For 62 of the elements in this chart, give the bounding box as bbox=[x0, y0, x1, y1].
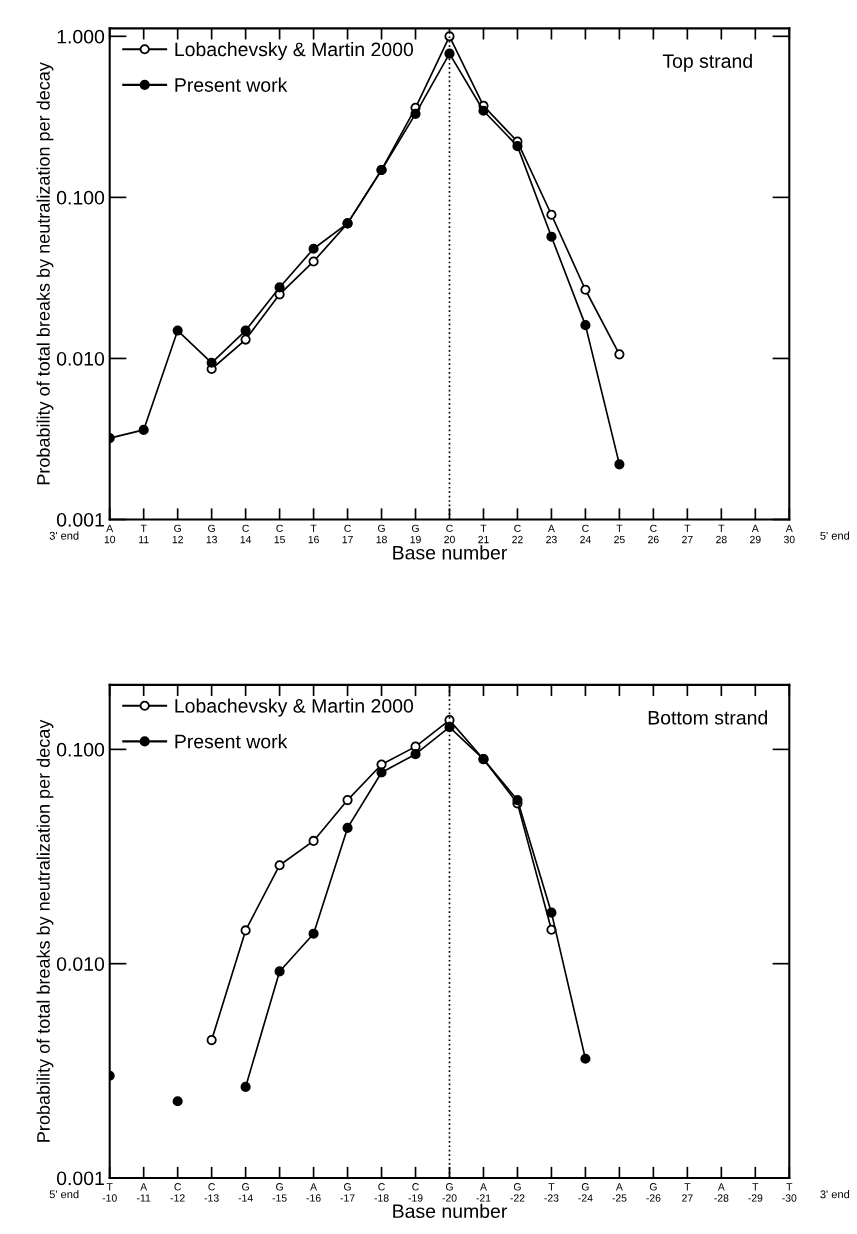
x-tick-label: C 26 bbox=[648, 524, 659, 544]
x-tick-label: G -26 bbox=[646, 1183, 661, 1202]
x-tick-label: A -28 bbox=[714, 1183, 729, 1202]
x-tick-label: A -21 bbox=[476, 1183, 491, 1202]
x-tick-label: C 17 bbox=[342, 524, 353, 544]
x-tick-label: G 19 bbox=[410, 524, 421, 544]
x-tick-label: G -20 bbox=[442, 1183, 457, 1202]
text: 3' end bbox=[49, 531, 79, 540]
x-axis-title: Base number bbox=[393, 1203, 507, 1219]
y-tick-label: 0.100 bbox=[56, 190, 105, 205]
y-tick-label: 0.010 bbox=[56, 351, 105, 366]
x-tick-label: G -24 bbox=[578, 1183, 593, 1202]
y-tick-label: 0.001 bbox=[56, 1171, 104, 1186]
x-tick-label: G -22 bbox=[510, 1183, 525, 1202]
x-tick-label: A -11 bbox=[137, 1183, 151, 1202]
y-tick-label: 0.010 bbox=[56, 957, 105, 971]
x-tick-label: C 15 bbox=[274, 524, 285, 544]
x-tick-label: G 12 bbox=[172, 524, 183, 544]
y-tick-label: 1.000 bbox=[57, 29, 105, 44]
text: 3' end bbox=[820, 1190, 850, 1199]
legend-label: Lobachevsky & Martin 2000 bbox=[175, 698, 414, 717]
x-tick-label: G -17 bbox=[340, 1183, 355, 1202]
x-tick-label: G -14 bbox=[238, 1183, 253, 1202]
x-tick-label: C 22 bbox=[512, 524, 523, 544]
x-tick-label: A 10 bbox=[104, 524, 116, 544]
x-tick-label: A 23 bbox=[546, 524, 557, 544]
x-tick-label: C -13 bbox=[204, 1183, 219, 1202]
legend-label: Present work bbox=[175, 734, 288, 749]
x-tick-label: T 27 bbox=[682, 1183, 693, 1202]
x-tick-label: T -29 bbox=[748, 1183, 763, 1202]
annotation: Top strand bbox=[662, 53, 752, 72]
y-tick-label: 0.001 bbox=[56, 512, 104, 527]
x-tick-label: T -30 bbox=[782, 1183, 797, 1202]
x-tick-label: C 20 bbox=[444, 524, 455, 544]
x-tick-label: G 13 bbox=[206, 524, 217, 544]
x-tick-label: T 11 bbox=[139, 524, 149, 544]
legend-label: Lobachevsky & Martin 2000 bbox=[175, 41, 414, 61]
x-tick-label: T 27 bbox=[682, 524, 693, 544]
x-tick-label: C -12 bbox=[170, 1183, 185, 1202]
y-axis-title: Probability of total breaks by neutralization per decay bbox=[36, 62, 54, 485]
x-tick-label: A 29 bbox=[750, 524, 761, 544]
text: 5' end bbox=[820, 531, 850, 540]
x-tick-label: C -18 bbox=[374, 1183, 389, 1202]
x-tick-label: G -15 bbox=[272, 1183, 287, 1202]
x-tick-label: T 28 bbox=[716, 524, 727, 544]
x-tick-label: A -16 bbox=[306, 1183, 321, 1202]
x-tick-label: T 16 bbox=[308, 524, 319, 544]
legend-label: Present work bbox=[175, 77, 288, 92]
text: 5' end bbox=[49, 1190, 79, 1199]
x-tick-label: C 24 bbox=[580, 524, 591, 544]
y-axis-title: Probability of total breaks by neutralization per decay bbox=[36, 719, 54, 1142]
x-tick-label: G 18 bbox=[376, 524, 387, 544]
annotation: Bottom strand bbox=[648, 710, 768, 725]
x-axis-title: Base number bbox=[393, 545, 507, 560]
x-tick-label: T 21 bbox=[478, 524, 489, 544]
x-tick-label: C -19 bbox=[408, 1183, 423, 1202]
x-tick-label: C 14 bbox=[240, 524, 252, 544]
x-tick-label: T -23 bbox=[544, 1183, 559, 1202]
x-tick-label: A 30 bbox=[783, 524, 795, 544]
y-tick-label: 0.100 bbox=[56, 742, 105, 757]
x-tick-label: T 25 bbox=[614, 524, 625, 544]
x-tick-label: A -25 bbox=[612, 1183, 627, 1202]
